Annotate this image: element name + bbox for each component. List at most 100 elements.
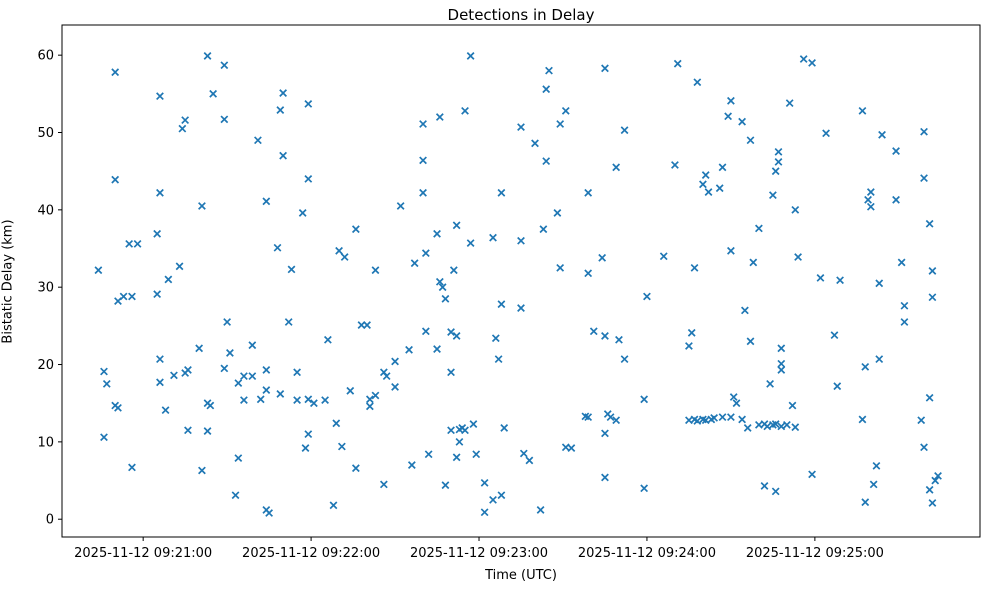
- scatter-point: [262, 386, 271, 394]
- scatter-point: [125, 239, 134, 248]
- scatter-point: [808, 470, 816, 479]
- scatter-point: [164, 275, 173, 284]
- scatter-point: [620, 126, 629, 135]
- scatter-point: [715, 184, 724, 193]
- scatter-point: [114, 403, 122, 412]
- scatter-point: [405, 345, 413, 354]
- scatter-point: [198, 202, 206, 210]
- scatter-point: [900, 301, 909, 310]
- scatter-point: [447, 328, 455, 336]
- scatter-point: [612, 416, 621, 425]
- scatter-point: [293, 368, 301, 377]
- scatter-point: [928, 293, 937, 302]
- scatter-point: [601, 332, 609, 340]
- scatter-point: [858, 415, 867, 424]
- scatter-point: [223, 318, 232, 326]
- scatter-point: [231, 491, 240, 500]
- scatter-point: [858, 106, 867, 115]
- scatter-point: [892, 147, 900, 155]
- scatter-point: [466, 239, 475, 248]
- scatter-point: [690, 263, 699, 272]
- scatter-point: [782, 420, 791, 429]
- scatter-point: [567, 444, 576, 452]
- chart-title: Detections in Delay: [447, 6, 595, 24]
- scatter-point: [517, 304, 525, 312]
- scatter-point: [461, 106, 469, 115]
- scatter-point: [248, 372, 257, 381]
- scatter-point: [589, 327, 598, 336]
- scatter-point: [254, 136, 262, 145]
- scatter-point: [438, 283, 447, 292]
- scatter-point: [777, 366, 786, 374]
- scatter-point: [276, 106, 285, 114]
- scatter-point: [424, 450, 433, 459]
- scatter-point: [774, 147, 783, 156]
- scatter-point: [491, 334, 500, 343]
- scatter-point: [934, 471, 942, 480]
- scatter-point: [363, 321, 371, 329]
- scatter-point: [738, 117, 747, 126]
- scatter-point: [794, 253, 802, 261]
- x-tick-label: 2025-11-12 09:23:00: [410, 546, 548, 561]
- scatter-point: [304, 99, 313, 108]
- scatter-point: [727, 246, 735, 255]
- scatter-point: [620, 355, 629, 364]
- scatter-point: [365, 395, 374, 404]
- scatter-point: [128, 463, 136, 472]
- scatter-point: [892, 195, 900, 204]
- scatter-point: [866, 202, 875, 211]
- scatter-point: [525, 456, 534, 465]
- scatter-point: [494, 355, 503, 364]
- scatter-point: [760, 482, 769, 490]
- scatter-point: [878, 130, 886, 139]
- scatter-point: [925, 393, 934, 402]
- x-tick-label: 2025-11-12 09:24:00: [578, 546, 716, 561]
- scatter-point: [743, 424, 752, 432]
- scatter-point: [452, 332, 461, 340]
- scatter-point: [209, 89, 218, 98]
- scatter-point: [419, 188, 427, 197]
- scatter-point: [673, 59, 682, 68]
- scatter-point: [100, 367, 108, 376]
- scatter-point: [284, 318, 293, 326]
- scatter-point: [738, 415, 747, 424]
- scatter-point: [766, 379, 774, 388]
- scatter-point: [643, 292, 651, 301]
- scatter-point: [640, 395, 649, 404]
- scatter-point: [198, 466, 206, 475]
- scatter-point: [732, 399, 741, 408]
- scatter-point: [727, 413, 735, 422]
- scatter-point: [304, 175, 313, 183]
- scatter-point: [519, 449, 528, 458]
- scatter-point: [323, 335, 332, 344]
- scatter-point: [900, 318, 909, 326]
- scatter-point: [542, 85, 551, 94]
- scatter-point: [441, 294, 450, 303]
- scatter-point: [584, 269, 593, 278]
- scatter-point: [178, 124, 187, 133]
- scatter-point: [226, 349, 234, 357]
- scatter-point: [170, 371, 178, 380]
- scatter-point: [640, 484, 649, 493]
- scatter-point: [351, 225, 360, 234]
- scatter-point: [925, 485, 934, 494]
- scatter-point: [111, 175, 120, 184]
- scatter-point: [539, 225, 548, 234]
- scatter-point: [449, 266, 458, 275]
- scatter-point: [687, 328, 696, 337]
- y-tick-label: 40: [37, 203, 54, 218]
- scatter-point: [206, 401, 215, 410]
- scatter-point: [287, 265, 296, 274]
- scatter-point: [419, 120, 427, 128]
- scatter-point: [771, 167, 780, 176]
- scatter-point: [435, 113, 444, 121]
- scatter-point: [203, 427, 212, 435]
- scatter-point: [220, 115, 229, 124]
- scatter-point: [371, 266, 380, 275]
- scatter-point: [480, 508, 489, 517]
- scatter-series: [94, 52, 942, 517]
- scatter-point: [329, 501, 338, 510]
- scatter-point: [584, 188, 593, 197]
- y-tick-label: 50: [37, 126, 54, 141]
- scatter-point: [500, 424, 509, 432]
